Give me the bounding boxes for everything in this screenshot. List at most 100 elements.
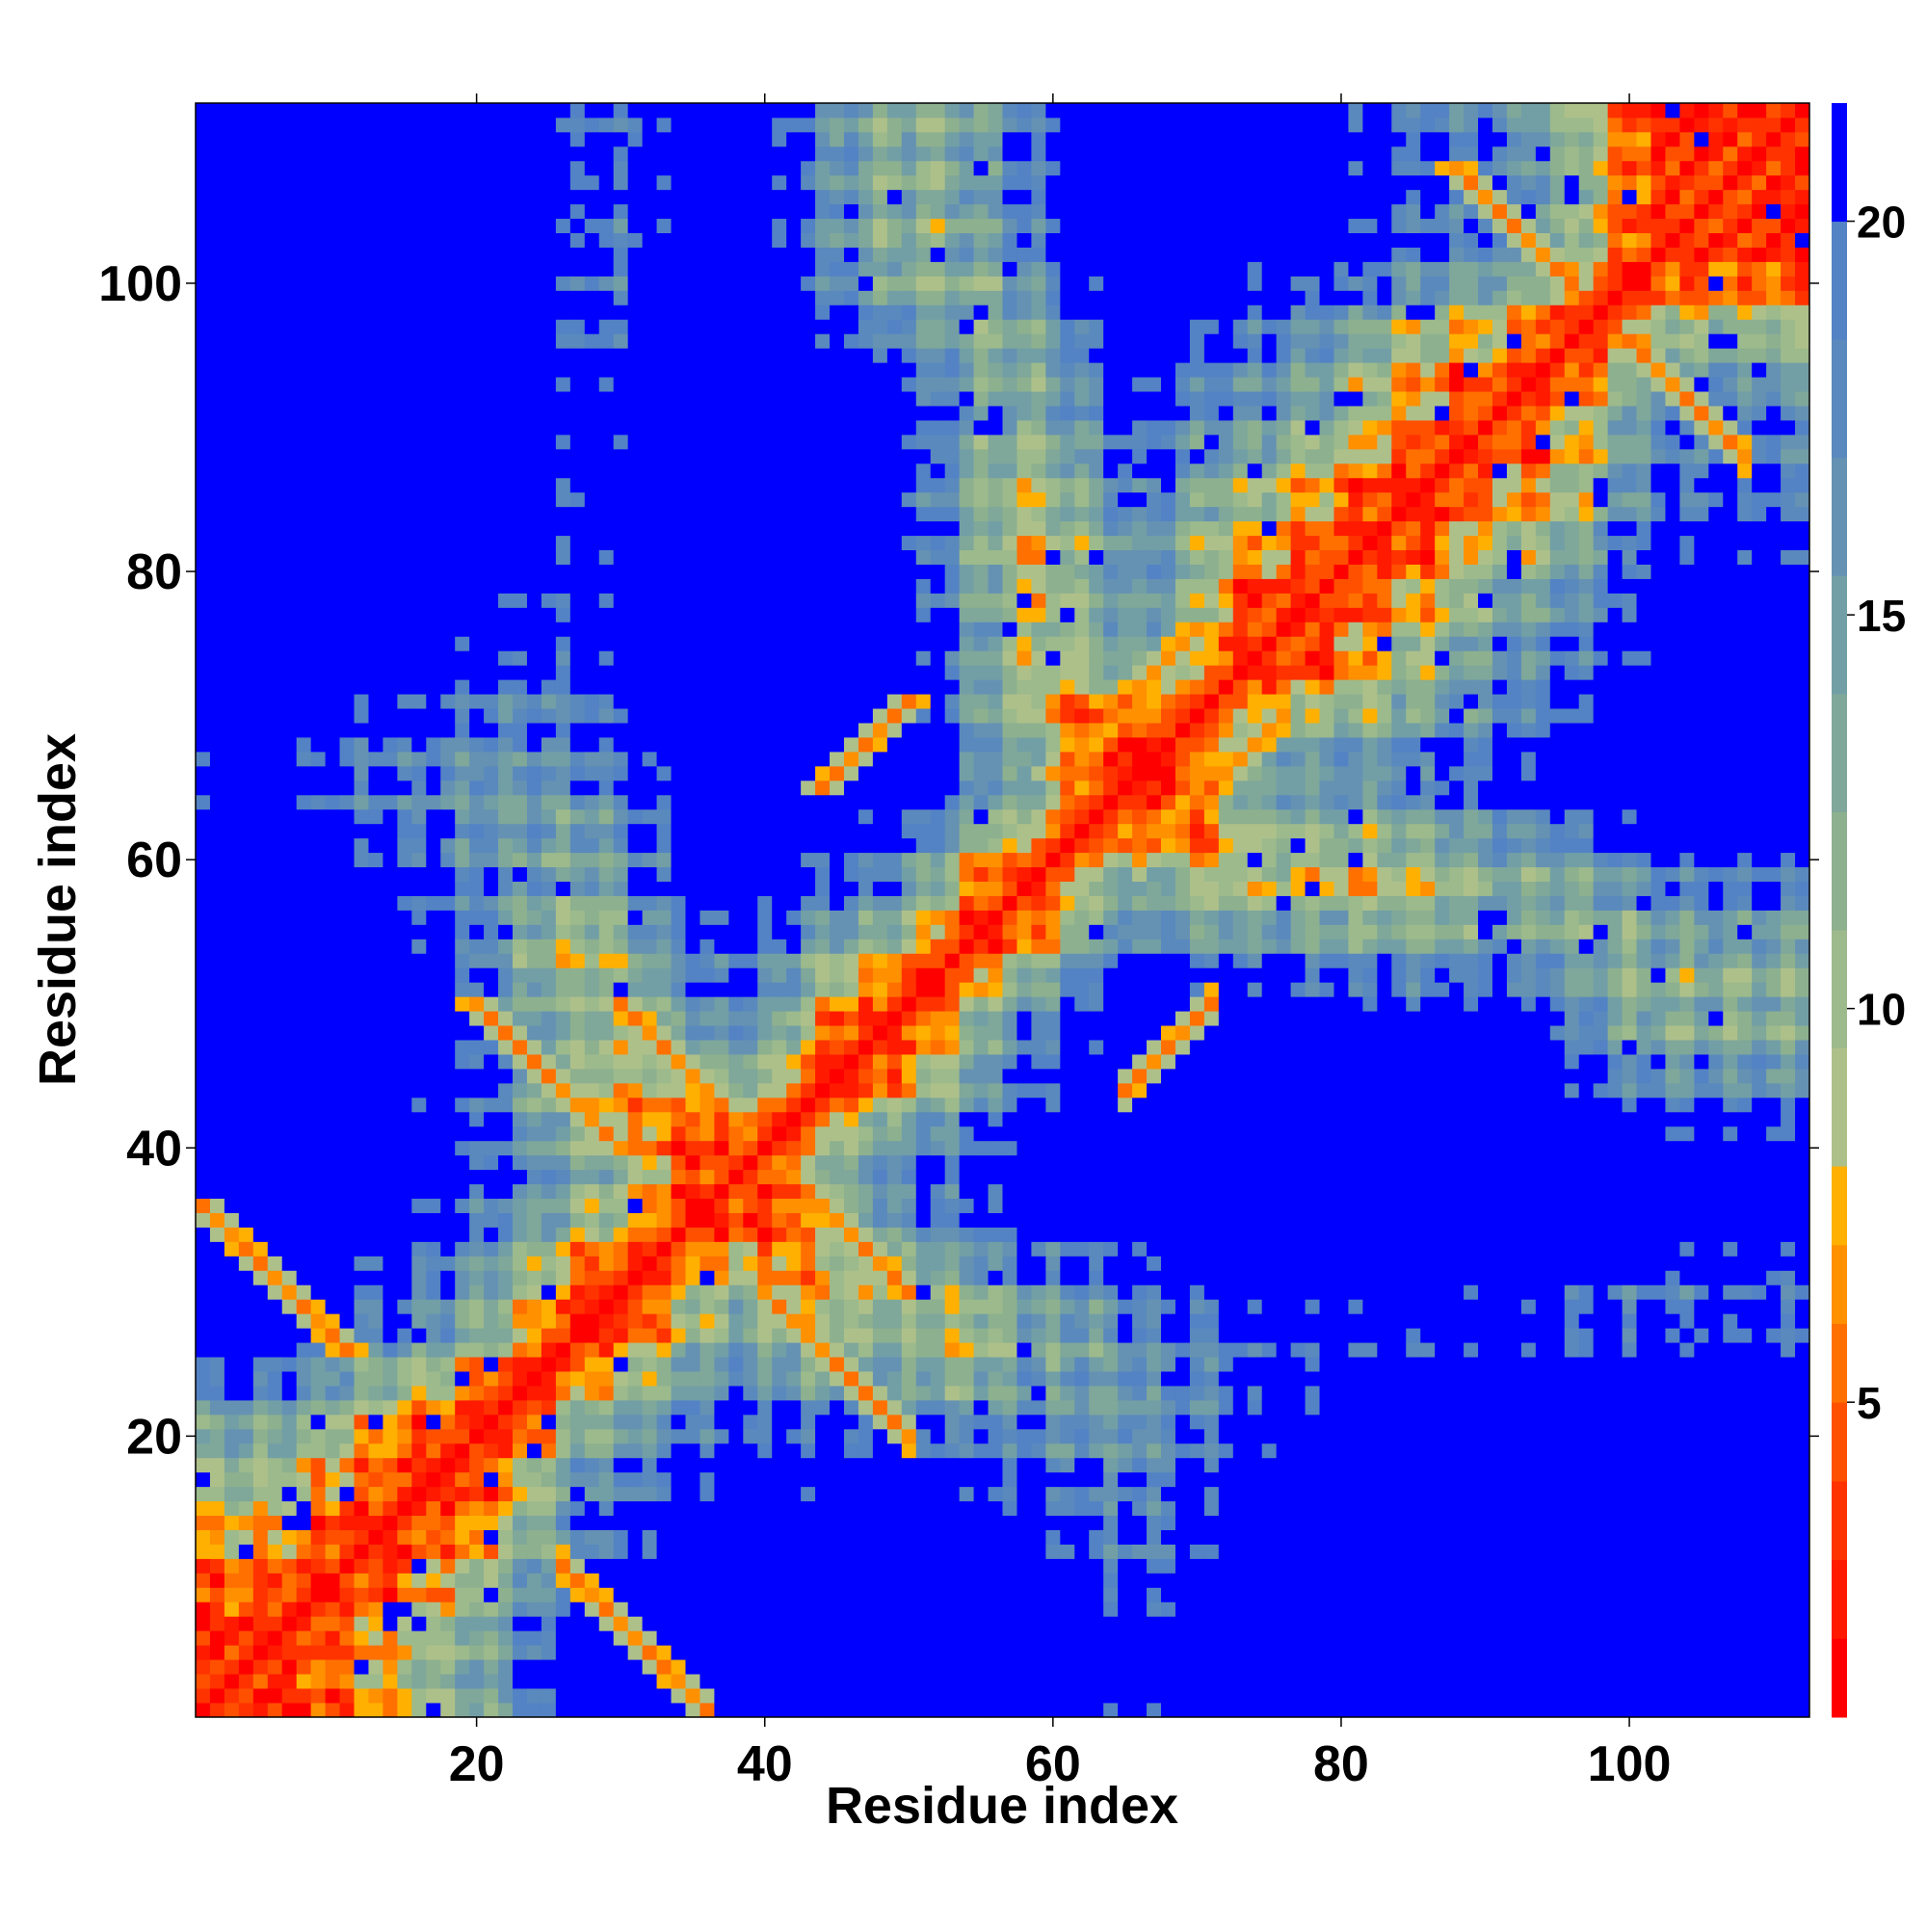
heatmap-cell [411, 477, 427, 493]
heatmap-cell [815, 910, 831, 925]
heatmap-cell [815, 1601, 831, 1617]
heatmap-cell [700, 1558, 715, 1574]
heatmap-cell [498, 564, 514, 579]
heatmap-cell [757, 1054, 773, 1070]
heatmap-cell [368, 377, 383, 392]
heatmap-cell [671, 1428, 686, 1444]
heatmap-cell [671, 218, 686, 233]
heatmap-cell [671, 1125, 686, 1142]
heatmap-cell [627, 1573, 644, 1588]
heatmap-cell [714, 1471, 729, 1488]
heatmap-cell [815, 1414, 831, 1430]
heatmap-cell [224, 463, 240, 479]
heatmap-cell [743, 1471, 758, 1488]
heatmap-cell [743, 377, 758, 392]
heatmap-cell [513, 564, 528, 579]
heatmap-cell [484, 564, 499, 579]
heatmap-cell [714, 1674, 729, 1689]
heatmap-cell [440, 189, 456, 205]
heatmap-cell [728, 1154, 744, 1171]
heatmap-cell [296, 823, 312, 839]
heatmap-cell [339, 1140, 355, 1156]
heatmap-cell [397, 391, 412, 407]
heatmap-cell [700, 636, 715, 651]
heatmap-cell [642, 203, 657, 220]
heatmap-cell [354, 1198, 369, 1213]
heatmap-cell [801, 520, 816, 537]
heatmap-cell [786, 304, 802, 320]
heatmap-cell [757, 1198, 773, 1213]
heatmap-cell [440, 1342, 456, 1358]
heatmap-cell [238, 1097, 254, 1113]
heatmap-cell [224, 1011, 240, 1026]
heatmap-cell [484, 174, 499, 191]
heatmap-cell [267, 1299, 283, 1314]
heatmap-cell [411, 1659, 427, 1675]
heatmap-cell [513, 765, 528, 781]
heatmap-cell [714, 131, 729, 147]
heatmap-cell [397, 939, 412, 954]
heatmap-cell [801, 333, 816, 349]
heatmap-cell [426, 1011, 441, 1026]
heatmap-cell [786, 866, 802, 882]
heatmap-cell [656, 953, 672, 968]
heatmap-cell [196, 737, 211, 753]
heatmap-cell [513, 924, 528, 940]
heatmap-cell [339, 1169, 355, 1185]
heatmap-cell [310, 1659, 326, 1675]
heatmap-cell [310, 1414, 326, 1430]
heatmap-cell [267, 1125, 283, 1142]
heatmap-cell [569, 506, 586, 522]
heatmap-cell [613, 737, 629, 753]
heatmap-cell [815, 160, 831, 176]
heatmap-cell [642, 276, 657, 291]
heatmap-cell [339, 1371, 355, 1387]
heatmap-cell [743, 477, 758, 493]
heatmap-cell [397, 1414, 412, 1430]
heatmap-cell [296, 1270, 312, 1285]
heatmap-cell [440, 1270, 456, 1285]
heatmap-cell [656, 506, 672, 522]
heatmap-cell [685, 837, 700, 854]
heatmap-cell [469, 117, 485, 133]
heatmap-cell [397, 477, 412, 493]
heatmap-cell [786, 939, 802, 954]
heatmap-cell [656, 765, 672, 781]
heatmap-cell [354, 1645, 369, 1660]
heatmap-cell [238, 895, 254, 911]
heatmap-cell [569, 881, 586, 896]
heatmap-cell [252, 1703, 269, 1718]
heatmap-cell [484, 348, 499, 363]
heatmap-cell [354, 607, 369, 622]
heatmap-cell [224, 520, 240, 537]
heatmap-cell [815, 751, 831, 767]
heatmap-cell [469, 1386, 485, 1401]
heatmap-cell [830, 1659, 845, 1675]
heatmap-cell [397, 636, 412, 651]
heatmap-cell [555, 203, 571, 220]
heatmap-cell [757, 708, 773, 724]
heatmap-cell [685, 852, 700, 868]
heatmap-cell [685, 146, 700, 162]
heatmap-cell [685, 1342, 700, 1358]
heatmap-cell [252, 477, 269, 493]
heatmap-cell [685, 1054, 700, 1070]
heatmap-cell [613, 751, 629, 767]
heatmap-cell [627, 1097, 644, 1113]
heatmap-cell [541, 765, 557, 781]
heatmap-cell [267, 1457, 283, 1473]
heatmap-cell [700, 823, 715, 839]
heatmap-cell [815, 1125, 831, 1142]
heatmap-cell [627, 1241, 644, 1257]
heatmap-cell [513, 549, 528, 565]
heatmap-cell [830, 1529, 845, 1545]
heatmap-cell [569, 261, 586, 277]
heatmap-cell [569, 622, 586, 637]
heatmap-cell [757, 910, 773, 925]
heatmap-cell [426, 564, 441, 579]
heatmap-cell [555, 103, 571, 119]
heatmap-cell [743, 1241, 758, 1257]
heatmap-cell [815, 290, 831, 305]
heatmap-cell [815, 953, 831, 968]
heatmap-cell [786, 1515, 802, 1530]
